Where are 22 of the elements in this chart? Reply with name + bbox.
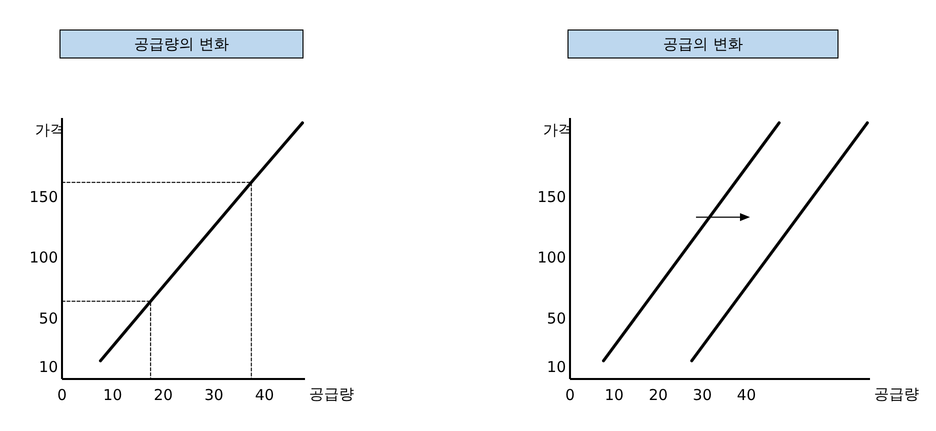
y-tick-label: 50 (546, 309, 566, 328)
x-tick-label: 40 (736, 386, 756, 404)
x-tick-label: 0 (565, 386, 575, 404)
x-axis-title: 공급량 (309, 385, 354, 403)
y-tick-label: 150 (537, 188, 566, 206)
x-tick-label: 20 (154, 386, 173, 404)
x-tick-label: 10 (103, 386, 122, 404)
chart-title: 공급의 변화 (663, 35, 743, 53)
x-tick-label: 30 (692, 386, 712, 404)
x-axis-title: 공급량 (874, 385, 919, 403)
chart-title: 공급량의 변화 (134, 35, 229, 53)
y-tick-label: 100 (29, 248, 58, 267)
x-tick-label: 20 (648, 386, 668, 404)
y-tick-label: 150 (29, 188, 58, 206)
y-tick-label: 10 (38, 358, 58, 376)
x-tick-label: 40 (254, 386, 274, 404)
x-tick-label: 30 (204, 386, 224, 404)
x-tick-label: 10 (604, 386, 624, 404)
y-tick-label: 10 (546, 358, 566, 376)
y-tick-label: 100 (537, 248, 566, 267)
x-tick-label: 0 (57, 386, 67, 404)
y-tick-label: 50 (38, 309, 58, 328)
